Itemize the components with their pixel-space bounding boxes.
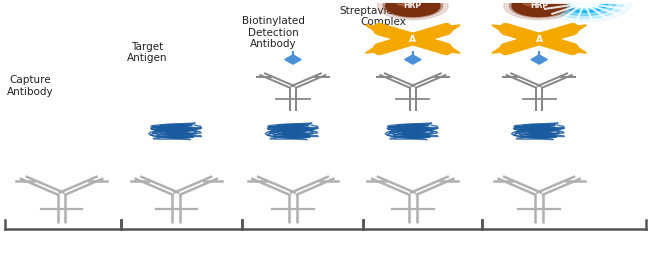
Polygon shape (569, 47, 586, 53)
Text: Streptavidin-HRP
Complex: Streptavidin-HRP Complex (339, 6, 428, 27)
Polygon shape (492, 25, 510, 31)
Polygon shape (285, 55, 301, 64)
Polygon shape (405, 55, 421, 64)
Circle shape (504, 0, 575, 20)
Polygon shape (569, 25, 586, 31)
Circle shape (561, 0, 608, 12)
Circle shape (385, 0, 440, 17)
Polygon shape (365, 47, 383, 53)
Text: A: A (410, 35, 416, 43)
Ellipse shape (518, 124, 560, 138)
Circle shape (378, 0, 448, 20)
Text: Biotinylated
Detection
Antibody: Biotinylated Detection Antibody (242, 16, 305, 49)
Polygon shape (531, 55, 547, 64)
Ellipse shape (272, 124, 314, 138)
Polygon shape (365, 25, 383, 31)
Polygon shape (442, 25, 460, 31)
Text: HRP: HRP (404, 1, 422, 10)
Circle shape (396, 0, 413, 6)
Circle shape (545, 0, 623, 18)
Circle shape (509, 0, 569, 18)
Text: TMB: TMB (526, 6, 549, 16)
Polygon shape (492, 47, 510, 53)
Text: A: A (536, 35, 543, 43)
Ellipse shape (392, 124, 434, 138)
Polygon shape (442, 47, 460, 53)
Circle shape (383, 0, 443, 18)
Circle shape (538, 0, 631, 22)
Circle shape (574, 0, 595, 7)
Circle shape (553, 0, 616, 16)
Text: Capture
Antibody: Capture Antibody (7, 75, 54, 96)
Circle shape (523, 0, 539, 6)
Circle shape (569, 0, 600, 9)
Circle shape (512, 0, 566, 17)
Ellipse shape (155, 124, 198, 138)
Text: Target
Antigen: Target Antigen (127, 42, 168, 63)
Text: HRP: HRP (530, 1, 548, 10)
